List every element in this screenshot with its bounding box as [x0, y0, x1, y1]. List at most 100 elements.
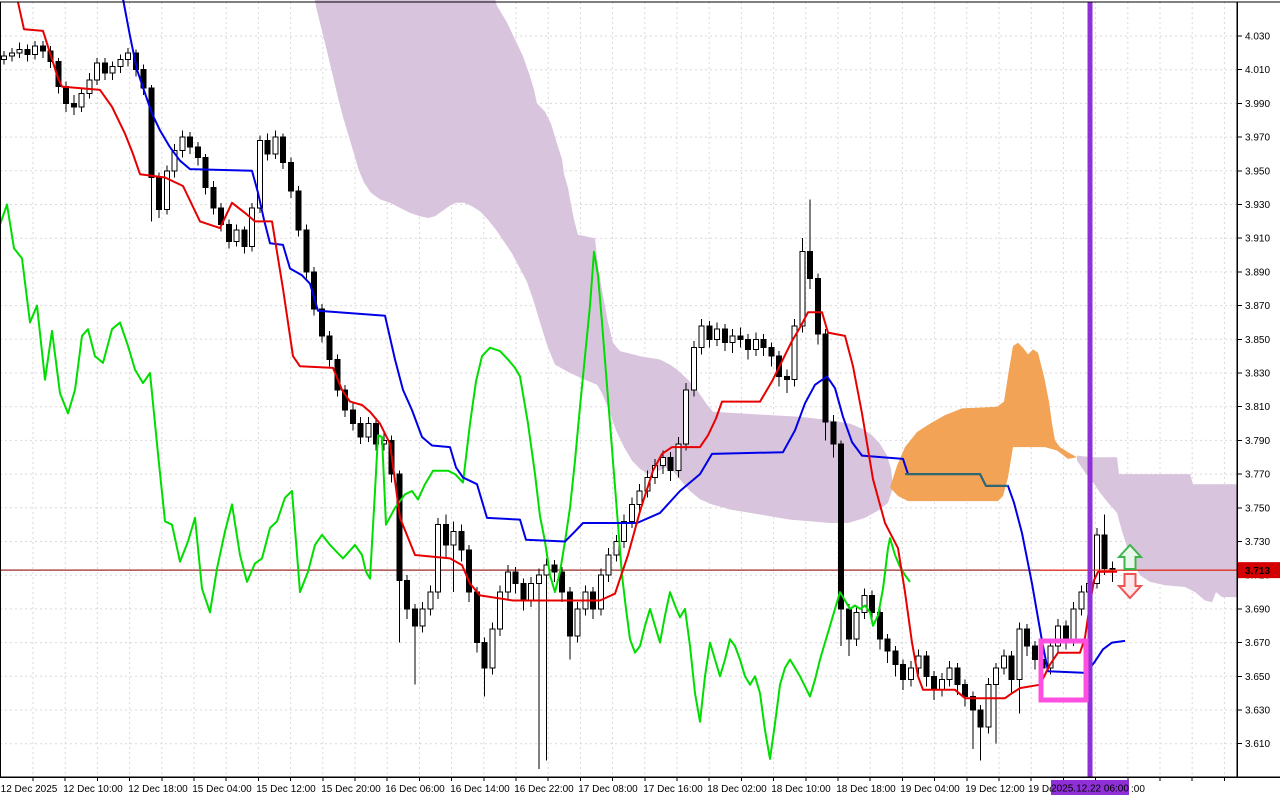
candle-body	[636, 490, 643, 505]
candle-body	[241, 229, 248, 248]
candle-body	[272, 136, 279, 155]
candle-body	[605, 554, 612, 576]
candle-body	[357, 423, 364, 438]
candle-body	[1078, 591, 1085, 610]
time-tick-label: 16 Dec 14:00	[450, 784, 510, 795]
time-marker-label: 2025.12.22 06:00	[1051, 784, 1129, 795]
candle-body	[884, 638, 891, 652]
candle-body	[156, 177, 162, 211]
time-tick-label: 18 Dec 18:00	[836, 784, 896, 795]
candle-body	[1047, 645, 1054, 669]
candle-body	[210, 187, 217, 209]
current-price-label-box	[1238, 562, 1280, 579]
candle-body	[923, 655, 930, 677]
price-tick-label: 3.670	[1245, 638, 1270, 649]
candle-body	[985, 684, 992, 728]
time-tick-label-partial: 19 De	[1028, 784, 1055, 795]
time-tick-label: 12 Dec 18:00	[128, 784, 188, 795]
candle-body	[303, 229, 310, 273]
candle-body	[117, 59, 124, 67]
candle-body	[8, 52, 15, 57]
candle-body	[1008, 655, 1015, 681]
price-tick-label: 3.690	[1245, 604, 1270, 615]
candle-body	[473, 591, 480, 644]
arrow-up-icon[interactable]	[1116, 543, 1144, 570]
candle-body	[419, 608, 426, 627]
candle-body	[163, 170, 170, 211]
price-tick-label: 3.730	[1245, 537, 1270, 548]
candle-body	[179, 136, 186, 152]
candle-body	[962, 684, 968, 698]
cloud-orange	[890, 342, 1077, 502]
chikou-span-line	[0, 203, 911, 760]
candle-body	[264, 139, 271, 155]
candle-body	[70, 102, 77, 108]
candle-body	[497, 591, 503, 630]
candle-body	[892, 650, 899, 666]
time-tick-label: 17 Dec 08:00	[578, 784, 638, 795]
candle-body	[404, 579, 410, 610]
candle-body	[1101, 534, 1108, 569]
time-marker-label-box	[1051, 780, 1129, 795]
candle-body	[94, 62, 100, 81]
candle-body	[504, 571, 511, 593]
time-tick-label: 15 Dec 12:00	[256, 784, 316, 795]
candle-body	[349, 409, 356, 425]
candle-body	[1, 55, 7, 61]
candle-body	[954, 667, 961, 686]
candle-body	[745, 338, 751, 350]
candle-body	[535, 574, 542, 585]
time-tick-label: 12 Dec 2025	[1, 784, 58, 795]
price-tick-label: 3.930	[1245, 200, 1270, 211]
candle-body	[760, 338, 767, 349]
candle-body	[187, 136, 193, 148]
senkou-span-b-line	[905, 473, 1008, 487]
candle-body	[39, 45, 46, 52]
candle-body	[659, 456, 666, 467]
candle-body	[907, 667, 914, 681]
time-tick-label: 18 Dec 02:00	[707, 784, 767, 795]
candle-body	[621, 520, 627, 543]
candle-body	[1016, 628, 1023, 681]
candle-body	[969, 696, 976, 711]
candle-body	[721, 328, 728, 344]
candle-body	[256, 139, 263, 209]
candle-body	[396, 473, 403, 581]
candle-body	[683, 389, 689, 445]
candle-body	[574, 608, 581, 637]
price-tick-label: 3.990	[1245, 99, 1270, 110]
candle-body	[295, 190, 302, 231]
candle-body	[729, 335, 736, 344]
price-tick-label: 3.830	[1245, 369, 1270, 380]
candle-body	[342, 389, 348, 411]
candle-body	[845, 608, 852, 640]
candle-body	[1093, 534, 1100, 585]
price-tick-label: 3.950	[1245, 166, 1270, 177]
time-tick-label: 12 Dec 10:00	[63, 784, 123, 795]
candle-body	[1055, 625, 1061, 647]
highlight-rectangle[interactable]	[1038, 638, 1089, 703]
candle-body	[373, 423, 379, 445]
candle-body	[698, 325, 705, 349]
candle-body	[318, 308, 325, 337]
candle-body	[783, 375, 790, 381]
candle-body	[512, 571, 519, 585]
candle-body	[148, 87, 155, 179]
cloud-left	[314, 0, 893, 523]
candle-body	[551, 564, 558, 573]
time-tick-label: 18 Dec 10:00	[771, 784, 831, 795]
candle-body	[442, 524, 449, 546]
candle-body	[1062, 625, 1069, 640]
price-tick-label: 3.870	[1245, 301, 1270, 312]
candle-body	[233, 229, 240, 243]
candle-body	[32, 45, 38, 56]
candle-body	[559, 571, 565, 593]
arrow-down-icon[interactable]	[1116, 573, 1144, 600]
candle-body	[101, 62, 108, 74]
candle-body	[411, 608, 418, 627]
price-tick-label: 3.810	[1245, 402, 1270, 413]
candle-body	[1024, 628, 1030, 647]
candle-body	[1070, 608, 1077, 640]
